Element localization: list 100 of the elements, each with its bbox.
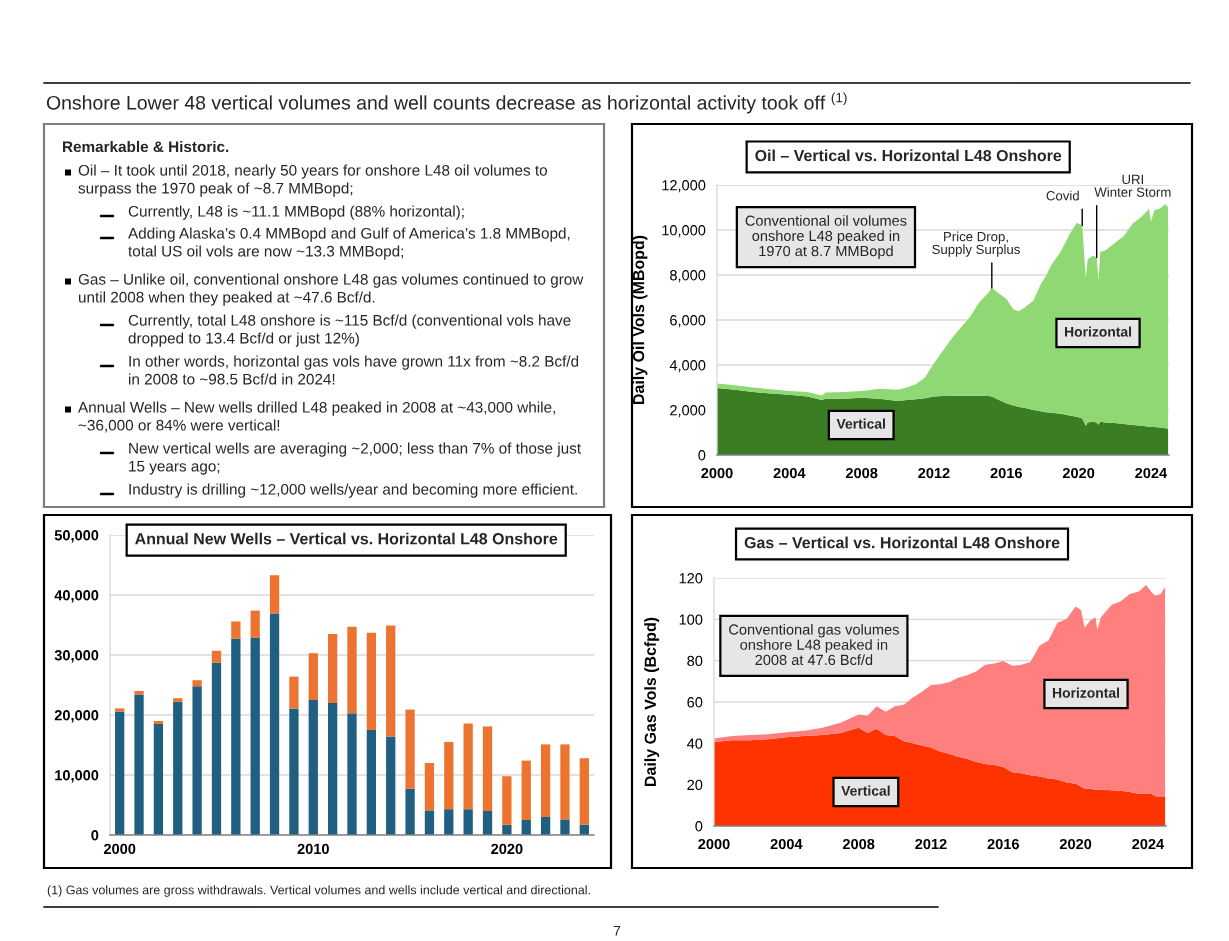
bar — [250, 637, 260, 835]
y-tick-label: 12,000 — [662, 180, 706, 193]
chart-title: Annual New Wells – Vertical vs. Horizontal L48 Onshore — [135, 532, 558, 545]
x-tick-label: 2010 — [297, 843, 329, 855]
text: Currently, total L48 onshore is ~115 Bcf/d (conventional vols have dropped to 13.4 Bcf/d or just 12%) — [128, 314, 571, 347]
bar — [115, 708, 125, 712]
y-tick-label: 100 — [679, 614, 703, 625]
series-label: Vertical — [836, 418, 885, 429]
x-tick-label: 2016 — [987, 838, 1019, 850]
y-tick-label: 10,000 — [55, 770, 99, 783]
text: Oil – It took until 2018, nearly 50 years for onshore L48 oil volumes to surpass the 1970 peak of ~8.7 MMBopd; — [78, 164, 547, 197]
x-tick-label: 2000 — [103, 843, 136, 855]
bar — [502, 776, 512, 825]
bar — [231, 621, 241, 639]
bar — [482, 811, 493, 835]
chart-title: Oil – Vertical vs. Horizontal L48 Onshore — [755, 149, 1062, 162]
bar — [327, 634, 338, 703]
y-tick-label: 120 — [679, 573, 703, 584]
x-tick-label: 2008 — [842, 838, 875, 850]
y-tick-label: 20,000 — [54, 710, 99, 723]
y-tick-label: 4,000 — [669, 360, 706, 373]
y-axis-title: Daily Gas Vols (Bcfpd) — [644, 617, 660, 786]
x-tick-label: 2000 — [701, 467, 733, 479]
bar — [560, 819, 570, 835]
series-label: Vertical — [841, 785, 890, 796]
bar — [269, 575, 280, 614]
bar — [521, 820, 531, 835]
text: Currently, L48 is ~11.1 MMBopd (88% horizontal); — [128, 205, 464, 220]
bar — [482, 726, 493, 811]
text: Remarkable & Historic. — [63, 140, 229, 153]
bar — [327, 703, 338, 835]
text: (1) Gas volumes are gross withdrawals. Vertical volumes and wells include vertical and directional. — [47, 885, 590, 897]
y-tick-label: 20 — [687, 779, 703, 791]
y-tick-label: 0 — [91, 830, 99, 841]
text: In other words, horizontal gas vols have grown 11x from ~8.2 Bcf/d in 2008 to ~98.5 Bcf/d in 2024! — [129, 355, 579, 385]
y-tick-label: 6,000 — [670, 315, 706, 328]
annotation: URI Winter Storm — [1094, 174, 1171, 197]
text: Industry is drilling ~12,000 wells/year and becoming more efficient. — [129, 483, 577, 498]
y-tick-label: 2,000 — [670, 405, 706, 418]
bar — [153, 724, 164, 835]
bar — [192, 680, 202, 687]
x-tick-label: 2024 — [1132, 838, 1165, 850]
x-tick-label: 2004 — [770, 838, 803, 850]
bar — [173, 701, 183, 835]
x-tick-label: 2020 — [1062, 467, 1095, 479]
bar — [289, 676, 299, 709]
text: Annual Wells – New wells drilled L48 peaked in 2008 at ~43,000 while, ~36,000 or 84% were vertical! — [78, 401, 555, 433]
bar — [444, 809, 454, 835]
annotation: Covid — [1046, 190, 1079, 201]
y-tick-label: 40,000 — [54, 590, 99, 603]
bar — [502, 824, 512, 835]
text: Gas – Unlike oil, conventional onshore L48 gas volumes continued to grow until 2008 when they peaked at ~47.6 Bcf/d. — [78, 273, 584, 306]
bar — [540, 744, 551, 817]
bar — [405, 788, 415, 835]
text: 7 — [613, 926, 621, 936]
bar — [231, 638, 241, 835]
y-tick-label: 8,000 — [670, 270, 706, 283]
bar — [366, 632, 377, 730]
y-tick-label: 10,000 — [662, 225, 706, 238]
bar — [211, 662, 222, 835]
bar — [269, 613, 280, 835]
bar — [444, 742, 454, 810]
bar — [386, 736, 396, 835]
annotation: Conventional gas volumes onshore L48 peaked in 2008 at 47.6 Bcf/d — [729, 623, 899, 666]
y-tick-label: 0 — [698, 450, 706, 461]
text: New vertical wells are averaging ~2,000; less than 7% of those just 15 years ago; — [129, 442, 581, 475]
bar — [463, 809, 473, 835]
text: Adding Alaska’s 0.4 MMBopd and Gulf of America’s 1.8 MMBopd, total US oil vols are now ~13.3 MMBopd; — [128, 227, 570, 260]
bar — [192, 686, 202, 835]
x-tick-label: 2024 — [1135, 467, 1168, 479]
bar — [386, 625, 396, 737]
x-tick-label: 2012 — [915, 838, 947, 850]
x-tick-label: 2020 — [1059, 838, 1092, 850]
annotation: Conventional oil volumes onshore L48 peaked in 1970 at 8.7 MMBopd — [745, 215, 907, 260]
bar — [115, 711, 125, 835]
text: Onshore Lower 48 vertical volumes and well counts decrease as horizontal activity took off $^{(1)}$ — [46, 92, 847, 114]
x-tick-label: 2000 — [698, 838, 730, 850]
bar — [308, 653, 318, 700]
bar — [560, 744, 570, 820]
bar — [153, 721, 164, 724]
bar — [424, 763, 435, 811]
bar — [250, 610, 260, 638]
y-tick-label: 80 — [687, 655, 703, 667]
x-tick-label: 2004 — [773, 467, 806, 479]
bar — [347, 626, 357, 714]
x-tick-label: 2012 — [918, 467, 950, 479]
bar — [521, 760, 531, 820]
annotation: Price Drop, Supply Surplus — [932, 231, 1020, 257]
bar — [134, 691, 144, 695]
series-label: Horizontal — [1065, 326, 1131, 337]
x-tick-label: 2016 — [990, 467, 1022, 479]
bar — [540, 817, 551, 835]
x-tick-label: 2008 — [845, 467, 878, 479]
series-label: Horizontal — [1052, 687, 1119, 698]
y-tick-label: 50,000 — [54, 530, 99, 543]
y-axis-title: Daily Oil Vols (MBopd) — [632, 235, 648, 404]
bar — [211, 650, 222, 663]
bar — [134, 694, 144, 835]
bar — [173, 698, 183, 702]
chart-title: Gas – Vertical vs. Horizontal L48 Onshore — [744, 536, 1060, 549]
